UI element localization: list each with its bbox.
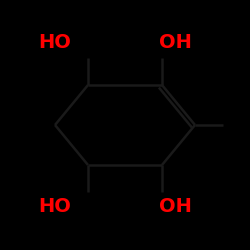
Text: HO: HO (38, 198, 72, 216)
Text: OH: OH (158, 32, 192, 52)
Text: HO: HO (38, 32, 72, 52)
Text: OH: OH (158, 198, 192, 216)
